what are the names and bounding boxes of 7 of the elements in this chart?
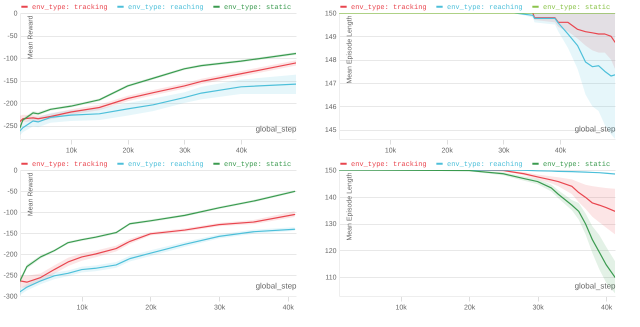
line-series xyxy=(20,84,296,132)
x-axis-title: global_step xyxy=(574,282,616,290)
x-axis-title: global_step xyxy=(574,124,616,134)
x-axis-title: global_step xyxy=(256,124,298,134)
x-axis-title: global_step xyxy=(256,282,298,290)
line-series xyxy=(514,13,615,77)
line-series xyxy=(532,13,615,43)
